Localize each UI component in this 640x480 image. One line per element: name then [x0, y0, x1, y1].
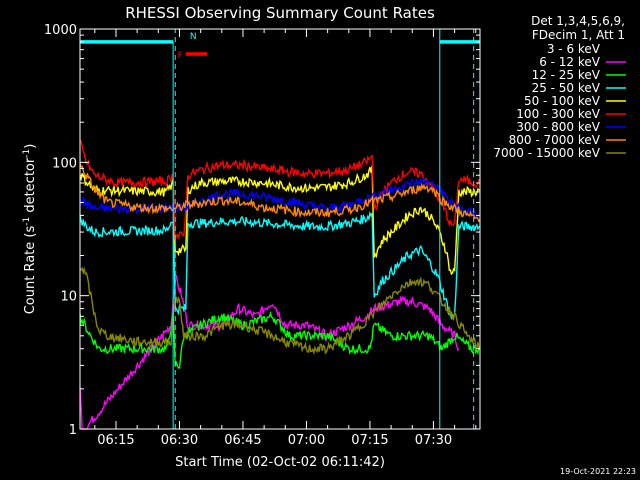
x-tick-label: 06:45	[224, 433, 261, 448]
series-layer	[79, 139, 481, 432]
legend-label-6: 300 - 800 keV	[516, 120, 600, 134]
series-line-7	[79, 163, 481, 223]
legend-label-1: 6 - 12 keV	[539, 55, 601, 69]
legend-label-4: 50 - 100 keV	[524, 94, 601, 108]
legend-label-8: 7000 - 15000 keV	[493, 146, 600, 160]
series-line-2	[79, 310, 481, 369]
series-line-4	[79, 165, 480, 276]
legend-header-line-2: FDecim 1, Att 1	[532, 28, 625, 42]
series-line-8	[79, 266, 481, 356]
legend-label-7: 800 - 7000 keV	[509, 133, 601, 147]
state-label-2: F	[178, 51, 183, 61]
marker-layer: FN	[80, 29, 480, 429]
x-tick-label: 06:15	[97, 433, 134, 448]
plot-frame	[79, 28, 481, 430]
y-tick-label: 1000	[44, 23, 77, 38]
legend-label-0: 3 - 6 keV	[547, 42, 601, 56]
legend-label-2: 12 - 25 keV	[532, 68, 601, 82]
series-line-5	[79, 139, 481, 240]
series-line-0	[79, 359, 455, 432]
y-tick-label: 100	[52, 156, 77, 171]
axis-layer: 06:15 06:30 06:45 07:00 07:15 07:30 1 10 100 1000	[44, 23, 480, 448]
y-tick-label: 1	[69, 423, 77, 438]
state-label-3: N	[190, 32, 197, 42]
chart-title: RHESSI Observing Summary Count Rates	[125, 4, 435, 22]
y-axis-label: Count Rate (s-1 detector-1)	[22, 144, 38, 315]
x-tick-label: 07:30	[415, 433, 452, 448]
legend: Det 1,3,4,5,6,9, FDecim 1, Att 1 3 - 6 k…	[493, 14, 626, 160]
timestamp: 19-Oct-2021 22:23	[560, 467, 636, 476]
legend-header-line-1: Det 1,3,4,5,6,9,	[531, 14, 625, 28]
x-tick-label: 07:15	[351, 433, 388, 448]
legend-label-3: 25 - 50 keV	[532, 81, 601, 95]
series-line-3	[79, 210, 481, 321]
x-tick-label: 07:00	[288, 433, 325, 448]
x-tick-label: 06:30	[161, 433, 198, 448]
x-axis-label: Start Time (02-Oct-02 06:11:42)	[175, 455, 385, 470]
y-tick-label: 10	[60, 290, 77, 305]
legend-label-5: 100 - 300 keV	[516, 107, 600, 121]
series-line-1	[79, 274, 460, 430]
